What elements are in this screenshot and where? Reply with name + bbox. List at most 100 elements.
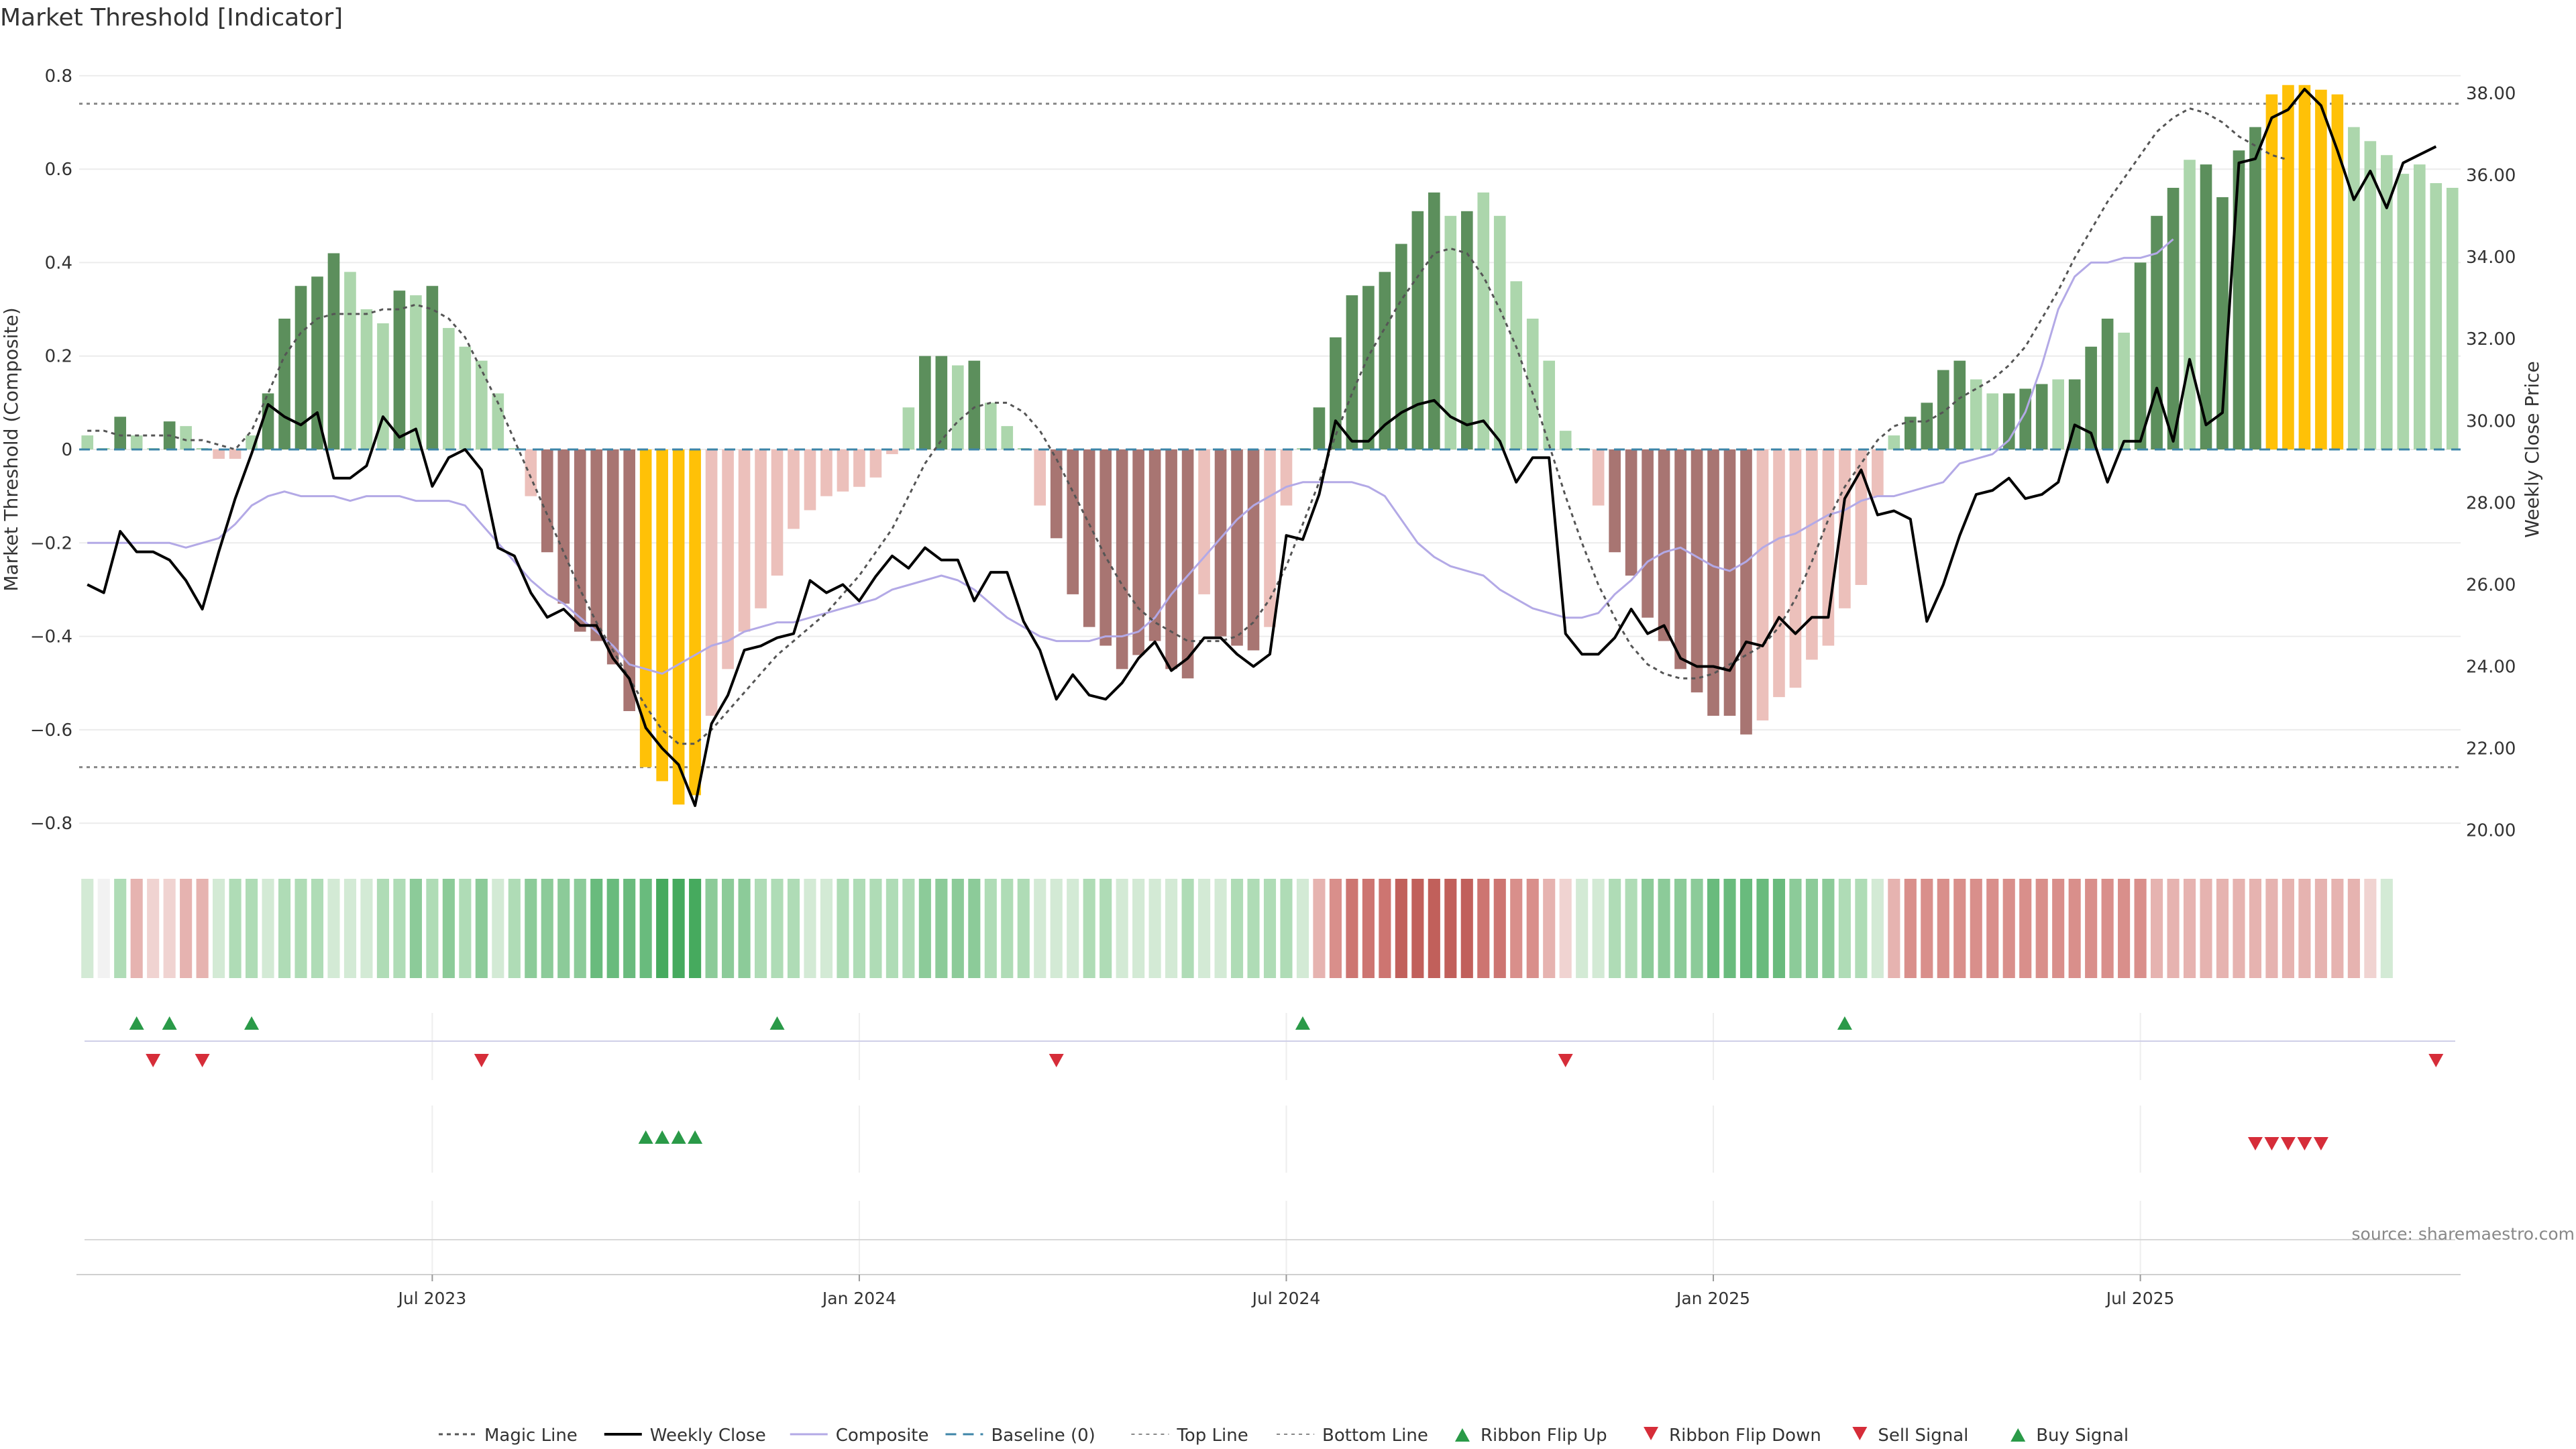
ribbon-segment bbox=[722, 879, 735, 978]
right-tick-label: 36.00 bbox=[2466, 166, 2516, 186]
threshold-bar bbox=[2331, 94, 2344, 449]
ribbon-segment bbox=[343, 879, 357, 978]
ribbon-segment bbox=[180, 879, 193, 978]
threshold-bar bbox=[1362, 286, 1375, 449]
threshold-bar bbox=[755, 449, 767, 608]
ribbon-segment bbox=[1838, 879, 1851, 978]
ribbon-segment bbox=[1001, 879, 1014, 978]
threshold-bar bbox=[1609, 449, 1621, 553]
ribbon-segment bbox=[1460, 879, 1473, 978]
ribbon-segment bbox=[213, 879, 225, 978]
ribbon-segment bbox=[2282, 879, 2294, 978]
threshold-bar bbox=[2298, 85, 2311, 450]
threshold-bar bbox=[935, 356, 948, 449]
ribbon-segment bbox=[1477, 879, 1490, 978]
ribbon-segment bbox=[1165, 879, 1178, 978]
threshold-bar bbox=[130, 435, 143, 449]
threshold-bar bbox=[2249, 127, 2261, 449]
threshold-bar bbox=[1756, 449, 1769, 720]
threshold-bar bbox=[1428, 192, 1440, 449]
threshold-bar bbox=[2101, 318, 2114, 449]
threshold-bar bbox=[459, 346, 472, 449]
ribbon-segment bbox=[409, 879, 422, 978]
legend-label: Ribbon Flip Up bbox=[1481, 1426, 1607, 1446]
ribbon-flip-up-marker bbox=[162, 1016, 177, 1030]
ribbon-segment bbox=[525, 879, 537, 978]
ribbon-segment bbox=[656, 879, 669, 978]
ribbon-segment bbox=[557, 879, 570, 978]
left-tick-label: −0.8 bbox=[30, 814, 72, 834]
threshold-bar bbox=[672, 449, 685, 805]
threshold-bar bbox=[656, 449, 668, 782]
threshold-bar bbox=[2446, 187, 2459, 449]
ribbon-segment bbox=[1198, 879, 1211, 978]
threshold-bar bbox=[1198, 449, 1210, 594]
threshold-bar bbox=[1346, 295, 1358, 449]
threshold-bar bbox=[1658, 449, 1670, 641]
threshold-bar bbox=[327, 253, 340, 449]
ribbon-segment bbox=[1937, 879, 1949, 978]
ribbon-segment bbox=[689, 879, 702, 978]
ribbon-segment bbox=[2183, 879, 2196, 978]
ribbon-segment bbox=[1986, 879, 1999, 978]
chart-title: Market Threshold [Indicator] bbox=[0, 4, 343, 32]
buy-signal-marker bbox=[638, 1130, 653, 1144]
ribbon-segment bbox=[1379, 879, 1391, 978]
ribbon-segment bbox=[1642, 879, 1654, 978]
x-tick-label: Jan 2025 bbox=[1675, 1289, 1750, 1308]
legend-label: Composite bbox=[836, 1426, 929, 1446]
left-axis-label: Market Threshold (Composite) bbox=[0, 307, 22, 591]
legend-swatch bbox=[2010, 1428, 2026, 1442]
right-tick-label: 30.00 bbox=[2466, 411, 2516, 431]
threshold-bar bbox=[2085, 346, 2097, 449]
ribbon-segment bbox=[1050, 879, 1063, 978]
sell-signal-marker bbox=[2313, 1137, 2328, 1150]
ribbon-segment bbox=[804, 879, 816, 978]
left-tick-label: 0.4 bbox=[45, 253, 72, 273]
legend-item: Buy Signal bbox=[2010, 1426, 2129, 1446]
threshold-bar bbox=[426, 286, 439, 449]
series-lines bbox=[87, 87, 2437, 807]
ribbon-segment bbox=[2085, 879, 2098, 978]
legend-swatch bbox=[1852, 1427, 1868, 1440]
right-axis-ticks: 20.00 22.00 24.00 26.00 28.00 30.00 32.00 34.00… bbox=[2466, 84, 2516, 841]
ribbon-segment bbox=[2265, 879, 2278, 978]
threshold-bar bbox=[262, 393, 274, 449]
sell-signal-marker bbox=[2264, 1137, 2279, 1150]
threshold-bar bbox=[869, 449, 882, 478]
ribbon-segment bbox=[2035, 879, 2048, 978]
threshold-bar bbox=[837, 449, 849, 492]
ribbon-segment bbox=[360, 879, 373, 978]
threshold-bar bbox=[2118, 332, 2130, 449]
ribbon-segment bbox=[2364, 879, 2377, 978]
ribbon-segment bbox=[1543, 879, 1556, 978]
right-tick-label: 26.00 bbox=[2466, 575, 2516, 595]
legend-item: Baseline (0) bbox=[945, 1426, 1095, 1446]
ribbon-segment bbox=[1772, 879, 1786, 978]
ribbon-segment bbox=[1888, 879, 1900, 978]
legend-item: Ribbon Flip Up bbox=[1454, 1426, 1607, 1446]
threshold-bar bbox=[2381, 155, 2393, 450]
ribbon-flip-up-marker bbox=[244, 1016, 260, 1030]
ribbon-segment bbox=[968, 879, 981, 978]
threshold-bar bbox=[180, 426, 192, 449]
ribbon-segment bbox=[426, 879, 439, 978]
ribbon-segment bbox=[2216, 879, 2229, 978]
ribbon-segment bbox=[376, 879, 389, 978]
threshold-bar bbox=[1543, 360, 1556, 449]
ribbon-segment bbox=[1493, 879, 1506, 978]
threshold-bar bbox=[2265, 94, 2278, 449]
ribbon-segment bbox=[705, 879, 718, 978]
threshold-bar bbox=[968, 360, 981, 449]
ribbon-segment bbox=[853, 879, 865, 978]
threshold-bar bbox=[1280, 449, 1293, 506]
threshold-bar bbox=[886, 449, 898, 454]
ribbon-segment bbox=[1921, 879, 1933, 978]
legend-item: Ribbon Flip Down bbox=[1644, 1426, 1821, 1446]
threshold-bar bbox=[2430, 183, 2443, 449]
threshold-bar bbox=[393, 290, 406, 449]
ribbon-segment bbox=[885, 879, 898, 978]
threshold-bar bbox=[1970, 379, 1982, 449]
threshold-bar bbox=[311, 276, 323, 449]
ribbon-segment bbox=[1576, 879, 1589, 978]
